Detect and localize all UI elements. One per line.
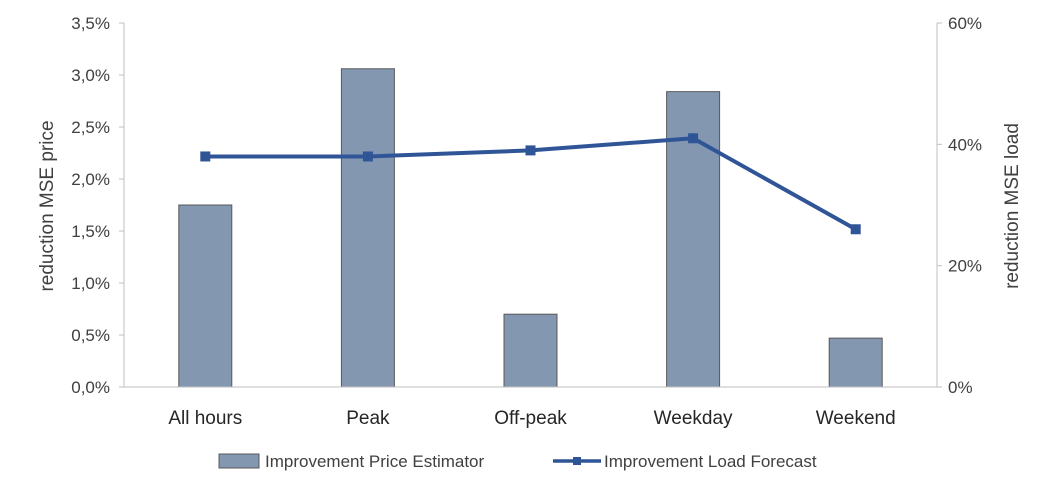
line-point-peak: [362, 151, 373, 162]
legend-line-marker: [573, 457, 581, 465]
left-tick-label: 0,5%: [71, 326, 110, 345]
legend: Improvement Price Estimator Improvement …: [218, 452, 817, 471]
line-point-weekend: [850, 224, 861, 235]
right-tick-label: 20%: [948, 257, 982, 276]
category-label: Weekday: [654, 408, 733, 429]
line-point-off-peak: [525, 145, 536, 156]
left-tick-label: 1,0%: [71, 274, 110, 293]
left-tick-label: 2,5%: [71, 118, 110, 137]
category-label: Weekend: [816, 408, 896, 429]
right-tick-label: 0%: [948, 378, 973, 397]
category-label: Peak: [346, 408, 390, 429]
legend-bar-swatch: [218, 453, 260, 469]
left-tick-label: 2,0%: [71, 170, 110, 189]
left-tick-label: 3,0%: [71, 66, 110, 85]
left-tick-label: 3,5%: [71, 14, 110, 33]
legend-bar-label: Improvement Price Estimator: [265, 452, 485, 471]
right-tick-label: 40%: [948, 135, 982, 154]
line-point-all-hours: [200, 151, 211, 162]
category-label: All hours: [168, 408, 242, 429]
bar-weekend: [828, 337, 883, 388]
bar-all-hours: [178, 204, 233, 388]
bar-off-peak: [503, 313, 558, 388]
legend-line-label: Improvement Load Forecast: [604, 452, 817, 471]
bar-peak: [340, 68, 395, 388]
right-tick-label: 60%: [948, 14, 982, 33]
line-point-weekday: [688, 133, 699, 144]
left-tick-label: 0,0%: [71, 378, 110, 397]
price-bars: [178, 68, 883, 388]
right-axis-title: reduction MSE load: [1002, 123, 1023, 289]
right-axis-ticks: 0% 20% 40% 60%: [937, 14, 982, 397]
left-axis-title: reduction MSE price: [37, 120, 58, 291]
category-labels: All hours Peak Off-peak Weekday Weekend: [168, 408, 895, 429]
left-axis-ticks: 0,0% 0,5% 1,0% 1,5% 2,0% 2,5% 3,0% 3,5%: [71, 14, 124, 397]
left-tick-label: 1,5%: [71, 222, 110, 241]
category-label: Off-peak: [494, 408, 567, 429]
load-line-series: [200, 133, 861, 235]
